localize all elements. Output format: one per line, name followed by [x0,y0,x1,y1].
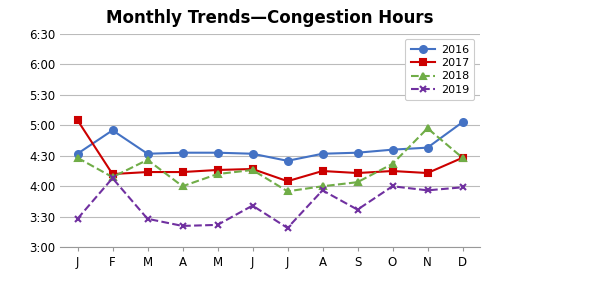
2017 [459,156,466,159]
2018 [319,185,326,188]
2018 [144,158,151,162]
2018 [424,127,431,130]
2016 [354,151,361,154]
2019 [109,176,116,180]
2016 [109,129,116,132]
2017 [179,170,186,174]
2019 [319,189,326,192]
2016 [179,151,186,154]
2016 [459,121,466,124]
2017 [284,180,291,183]
2018 [74,156,81,159]
2017 [319,169,326,173]
2016 [284,159,291,162]
2017 [214,168,221,172]
Line: 2017: 2017 [74,117,466,185]
2017 [74,119,81,122]
Title: Monthly Trends—Congestion Hours: Monthly Trends—Congestion Hours [106,9,434,27]
2019 [249,204,256,207]
2017 [424,171,431,175]
2019 [389,185,396,188]
2018 [354,180,361,184]
2016 [389,148,396,151]
2017 [354,171,361,175]
2018 [179,185,186,188]
2016 [424,146,431,149]
2019 [214,223,221,226]
2016 [214,151,221,154]
2018 [284,190,291,193]
2019 [354,208,361,211]
Line: 2016: 2016 [74,119,466,164]
2017 [249,167,256,171]
2016 [319,152,326,155]
2017 [144,170,151,174]
2017 [389,169,396,173]
2016 [249,152,256,155]
2019 [179,224,186,228]
2019 [424,189,431,192]
2018 [249,168,256,172]
2019 [284,226,291,230]
2018 [459,156,466,159]
2019 [459,186,466,189]
2018 [109,175,116,179]
2016 [74,152,81,155]
Line: 2019: 2019 [74,175,466,232]
2019 [74,217,81,221]
Legend: 2016, 2017, 2018, 2019: 2016, 2017, 2018, 2019 [405,39,475,100]
2018 [389,162,396,166]
2016 [144,152,151,155]
2017 [109,172,116,176]
2019 [144,217,151,221]
Line: 2018: 2018 [74,125,466,195]
2018 [214,172,221,176]
